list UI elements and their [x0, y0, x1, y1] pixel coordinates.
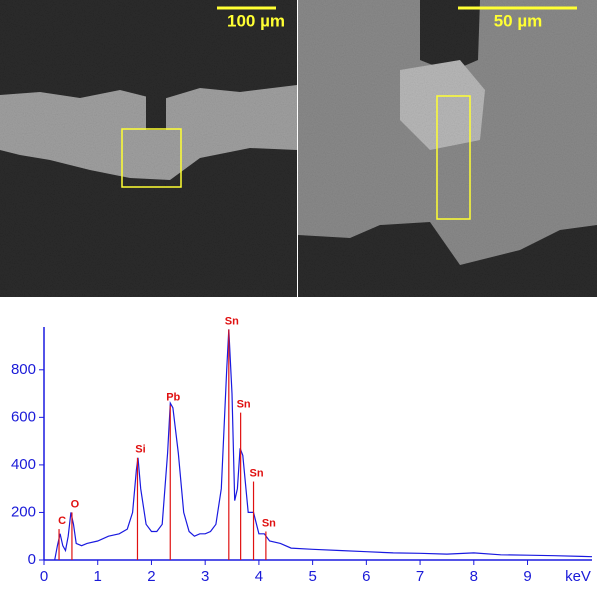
x-tick-label: 8 [470, 568, 478, 585]
sem-image-right [298, 0, 597, 297]
spectrum: 0 200 400 600 800 0 1 2 3 4 5 6 7 8 9 keV CO Si Pb Sn Sn Sn Sn [11, 315, 593, 585]
x-tick-label: 3 [201, 568, 209, 585]
x-tick-label: 1 [94, 568, 102, 585]
peak-label: Si [135, 444, 145, 456]
peak-label: O [71, 498, 80, 510]
peak-label: Sn [237, 398, 251, 410]
peak-label: C [58, 515, 66, 527]
peak-label: Sn [249, 467, 263, 479]
x-tick-label: 4 [255, 568, 263, 585]
x-tick-label: 0 [40, 568, 48, 585]
y-tick-label: 600 [11, 408, 36, 425]
x-tick-label: 6 [362, 568, 370, 585]
y-tick-label: 800 [11, 361, 36, 378]
x-tick-label: 7 [416, 568, 424, 585]
x-axis-label: keV [565, 568, 591, 585]
peak-label: Pb [166, 391, 180, 403]
x-tick-label: 2 [147, 568, 155, 585]
y-tick-label: 400 [11, 456, 36, 473]
peak-label: Sn [225, 315, 239, 327]
spectrum-line [54, 329, 593, 561]
region-box [121, 128, 182, 188]
x-tick-label: 5 [308, 568, 316, 585]
peak-label: Sn [262, 517, 276, 529]
sem-image-left [0, 0, 297, 297]
region-box [436, 95, 471, 220]
scale-label: 50 µm [494, 11, 543, 30]
scale-label: 100 µm [227, 11, 285, 30]
y-tick-label: 200 [11, 503, 36, 520]
x-tick-label: 9 [523, 568, 531, 585]
y-tick-label: 0 [28, 551, 36, 568]
